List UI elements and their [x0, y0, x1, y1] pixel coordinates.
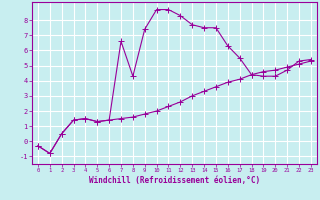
- X-axis label: Windchill (Refroidissement éolien,°C): Windchill (Refroidissement éolien,°C): [89, 176, 260, 185]
